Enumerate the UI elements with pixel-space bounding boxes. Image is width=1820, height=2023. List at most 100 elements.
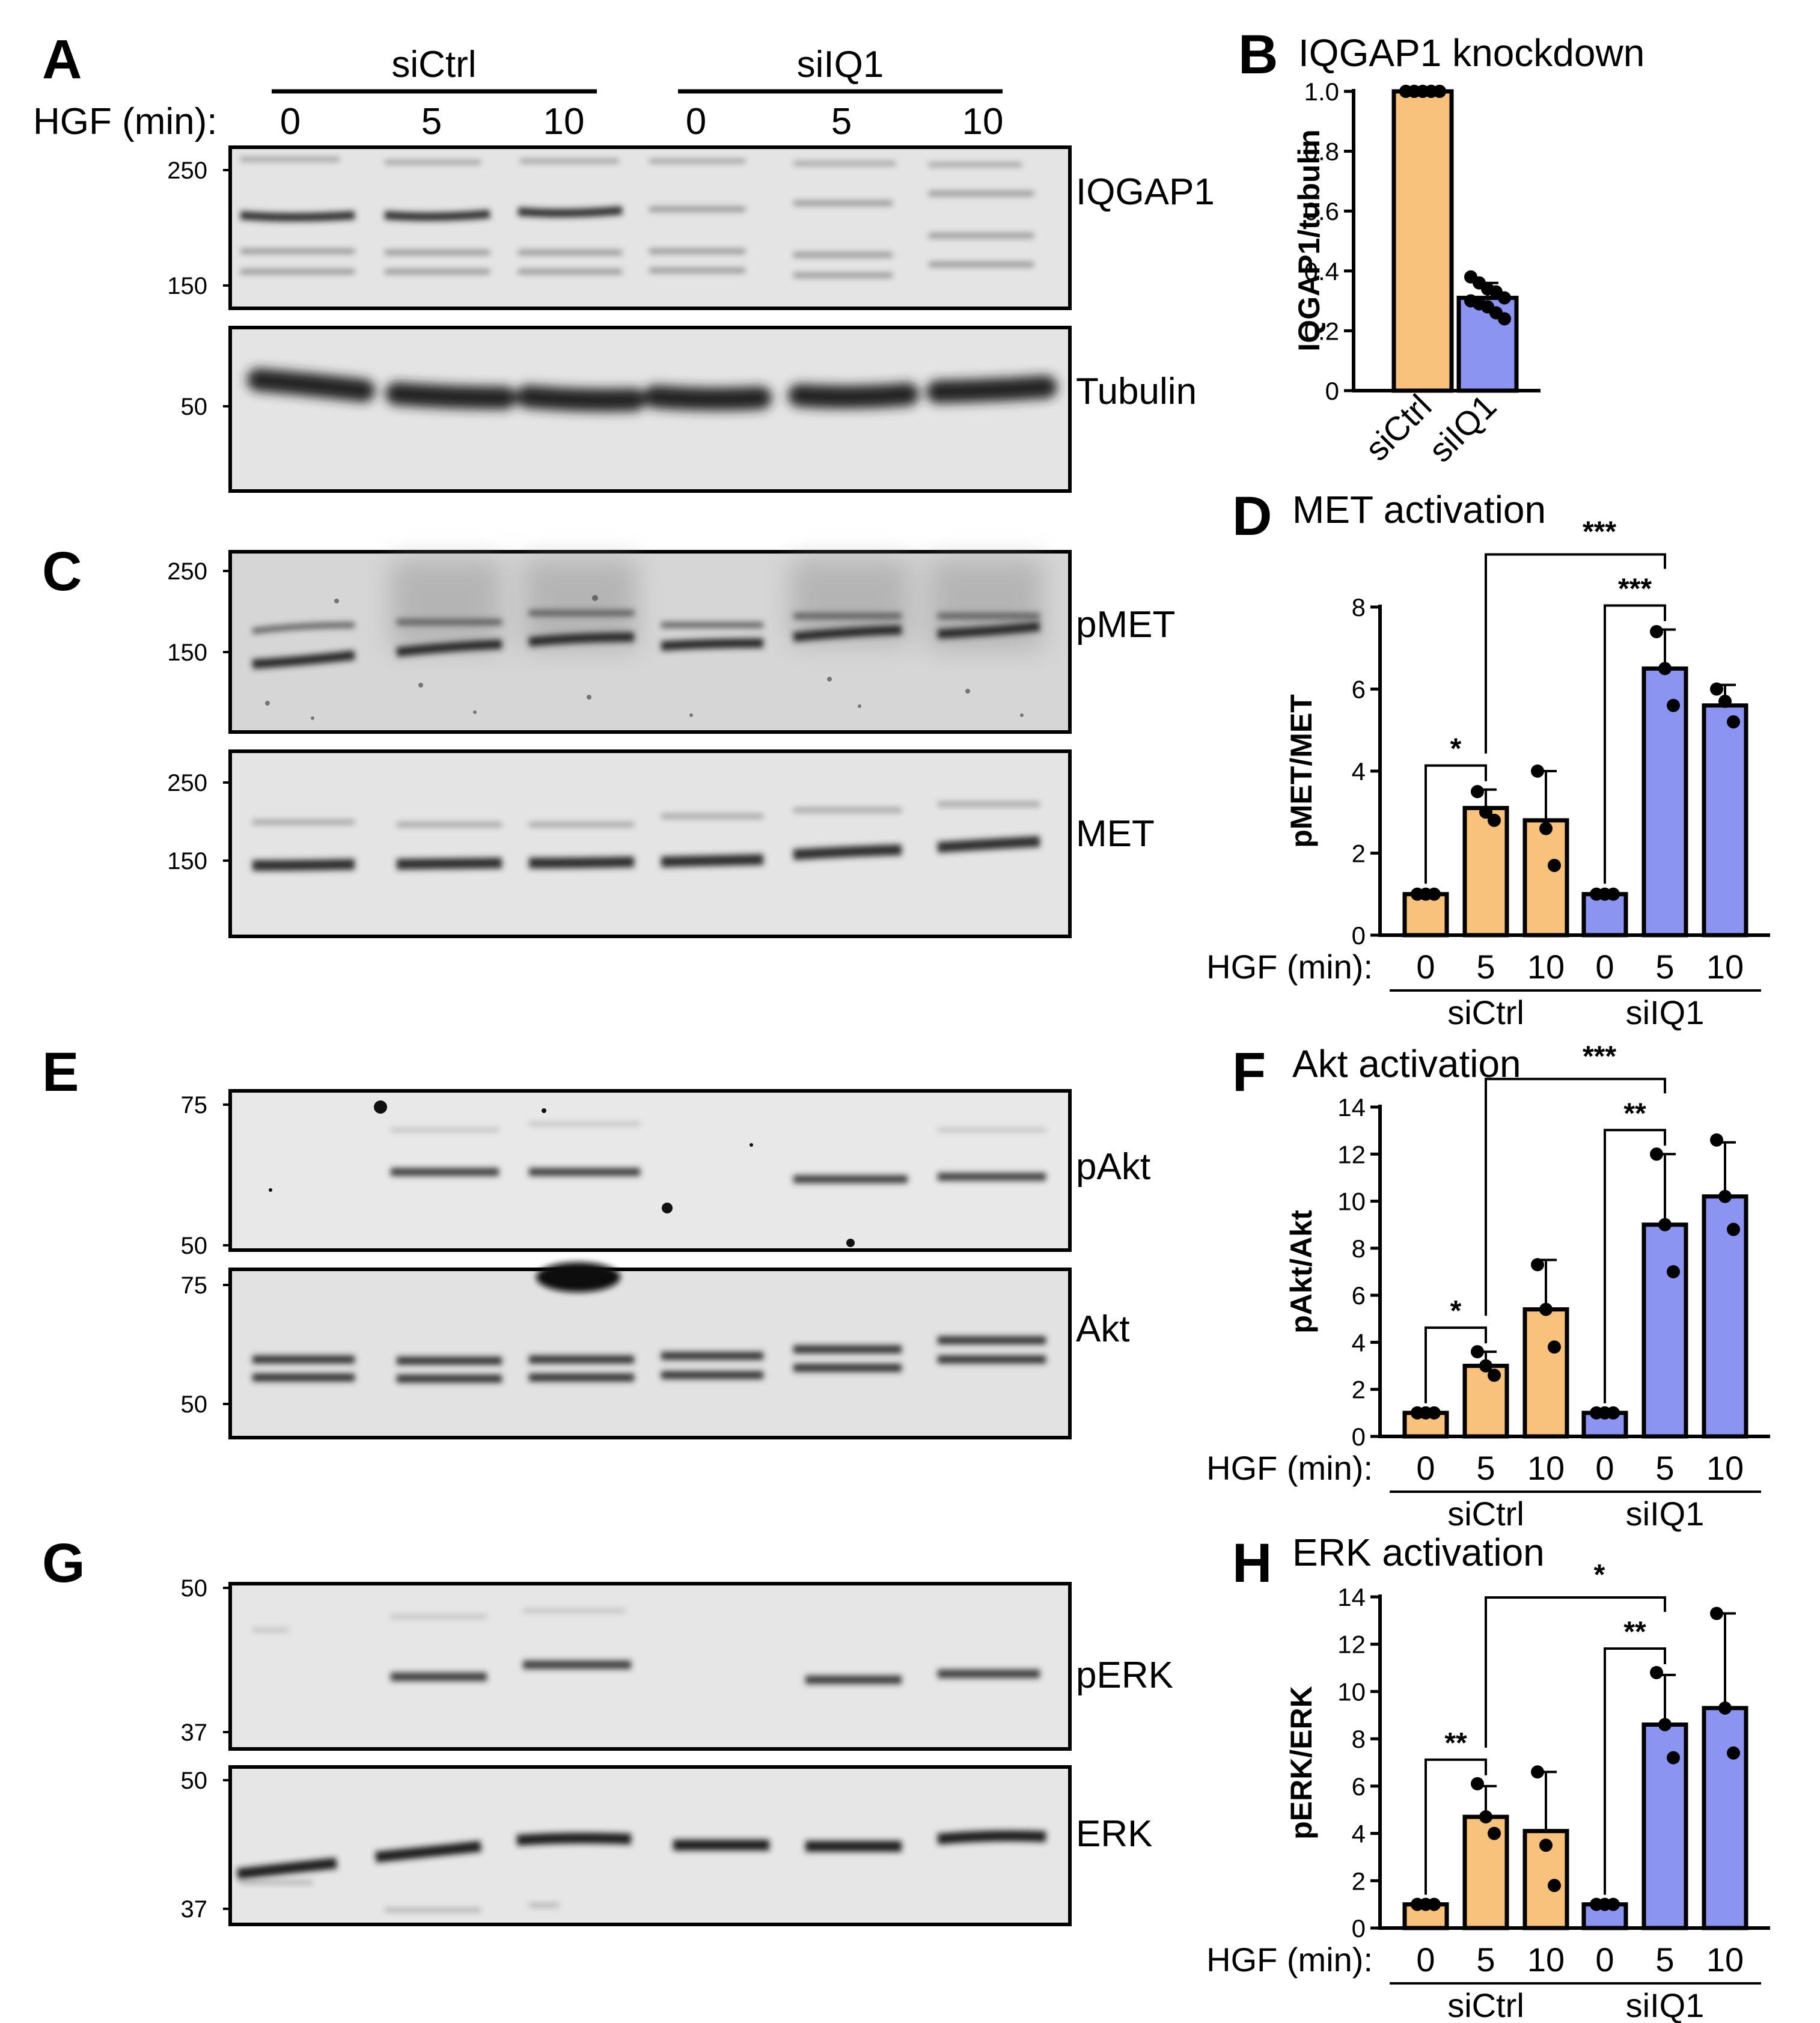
chart-title: Akt activation xyxy=(1292,1042,1521,1085)
time-label: 0 xyxy=(280,101,301,142)
time-label: 0 xyxy=(686,101,706,142)
y-axis-label: pERK/ERK xyxy=(1284,1686,1318,1840)
data-point xyxy=(1667,1265,1680,1278)
panel-label-g: G xyxy=(42,1533,85,1594)
mw-marker: 50 xyxy=(181,1768,208,1794)
bar xyxy=(1522,1307,1569,1439)
y-tick-label: 4 xyxy=(1352,757,1366,786)
time-label: 5 xyxy=(831,101,852,142)
x-tick-label: 10 xyxy=(1706,1941,1744,1979)
x-tick-label: 0 xyxy=(1595,1941,1614,1979)
group-label: siCtrl xyxy=(1447,993,1524,1031)
data-point xyxy=(1658,1218,1672,1231)
blot-pakt xyxy=(228,1089,1072,1252)
mw-marker: 75 xyxy=(181,1272,208,1299)
significance-bracket xyxy=(1425,1758,1487,1895)
mw-marker: 150 xyxy=(167,848,207,874)
x-tick-label: 10 xyxy=(1527,1449,1565,1487)
significance-bracket xyxy=(1604,1647,1666,1895)
x-axis-label: HGF (min): xyxy=(1206,948,1373,986)
data-point xyxy=(1650,1147,1663,1161)
data-point xyxy=(1531,1258,1544,1272)
significance-bracket xyxy=(1485,1078,1666,1316)
group-label: siCtrl xyxy=(1447,1495,1524,1533)
x-tick-label: 5 xyxy=(1476,1941,1495,1979)
y-tick-label: 4 xyxy=(1352,1328,1366,1356)
x-tick-label: siCtrl xyxy=(1358,387,1439,468)
significance-label: ** xyxy=(1623,1616,1646,1648)
x-tick-label: 0 xyxy=(1595,948,1614,986)
bar xyxy=(1641,666,1688,938)
panel-label-c: C xyxy=(42,541,82,602)
mw-marker: 37 xyxy=(181,1719,208,1746)
blot-label: pERK xyxy=(1076,1655,1173,1696)
y-tick-label: 8 xyxy=(1352,1725,1366,1753)
blot-iqgap1 xyxy=(228,145,1072,310)
data-point xyxy=(1479,1810,1492,1824)
significance-label: *** xyxy=(1583,516,1616,548)
mw-marker: 150 xyxy=(167,639,207,666)
data-point xyxy=(1710,1133,1723,1147)
data-point xyxy=(1650,624,1663,638)
blot-label: Akt xyxy=(1076,1308,1130,1350)
y-tick-label: 0.2 xyxy=(1304,317,1339,345)
chart-h: H ERK activation 0 2 4 6 8 10 12 14 pERK/ERK HGF (m… xyxy=(1206,1531,1770,2023)
x-tick-label: 5 xyxy=(1655,1941,1674,1979)
blot-perk xyxy=(228,1582,1072,1751)
hgf-label: HGF (min): xyxy=(33,101,218,142)
data-point xyxy=(1428,1897,1441,1911)
data-point xyxy=(1710,682,1723,696)
x-tick-label: 0 xyxy=(1416,1449,1435,1487)
data-point xyxy=(1718,694,1732,708)
data-point xyxy=(1607,887,1620,901)
data-point xyxy=(1479,805,1492,819)
panel-label-a: A xyxy=(42,29,82,90)
chart-b: B IQGAP1 knockdown 0 0.2 0.4 0.6 0.8 1.0 IQGAP1/… xyxy=(1238,24,1644,469)
bar xyxy=(1391,89,1454,393)
data-point xyxy=(1531,1765,1544,1779)
blot-met xyxy=(228,749,1072,938)
bar xyxy=(1462,805,1509,938)
significance-label: ** xyxy=(1623,1097,1646,1129)
data-point xyxy=(1658,662,1672,676)
data-point xyxy=(1727,1746,1740,1760)
data-point xyxy=(1548,858,1561,872)
y-tick-label: 6 xyxy=(1352,676,1366,704)
x-tick-label: 10 xyxy=(1706,1449,1744,1487)
data-point xyxy=(1727,715,1740,729)
chart-title: MET activation xyxy=(1292,488,1546,531)
data-point xyxy=(1667,1751,1680,1765)
data-point xyxy=(1727,1222,1740,1236)
data-point xyxy=(1433,85,1446,98)
data-point xyxy=(1607,1406,1620,1420)
mw-marker: 250 xyxy=(167,157,207,184)
y-axis-label: IQGAP1/tubulin xyxy=(1292,129,1326,351)
data-point xyxy=(1428,1406,1441,1420)
data-point xyxy=(1471,1345,1484,1359)
data-point xyxy=(1488,1368,1501,1382)
data-point xyxy=(1498,312,1511,326)
y-tick-label: 0 xyxy=(1352,921,1366,950)
x-axis-label: HGF (min): xyxy=(1206,1941,1373,1979)
y-tick-label: 0 xyxy=(1352,1423,1366,1451)
y-tick-label: 6 xyxy=(1352,1281,1366,1310)
significance-label: * xyxy=(1450,1295,1462,1327)
mw-marker: 37 xyxy=(181,1896,208,1923)
data-point xyxy=(1658,1718,1672,1732)
mw-marker: 150 xyxy=(167,273,207,299)
x-axis-label: HGF (min): xyxy=(1206,1449,1373,1487)
significance-bracket xyxy=(1425,1326,1487,1403)
data-point xyxy=(1479,1359,1492,1373)
data-point xyxy=(1667,698,1680,712)
y-tick-label: 2 xyxy=(1352,1376,1366,1404)
y-axis-label: pAkt/Akt xyxy=(1284,1210,1318,1334)
significance-bracket xyxy=(1604,604,1666,884)
y-tick-label: 6 xyxy=(1352,1772,1366,1801)
x-tick-label: 5 xyxy=(1476,1449,1495,1487)
group-label: siIQ1 xyxy=(1626,1986,1705,2023)
y-tick-label: 14 xyxy=(1337,1583,1366,1611)
blot-label: MET xyxy=(1076,813,1155,855)
y-tick-label: 12 xyxy=(1337,1140,1366,1168)
